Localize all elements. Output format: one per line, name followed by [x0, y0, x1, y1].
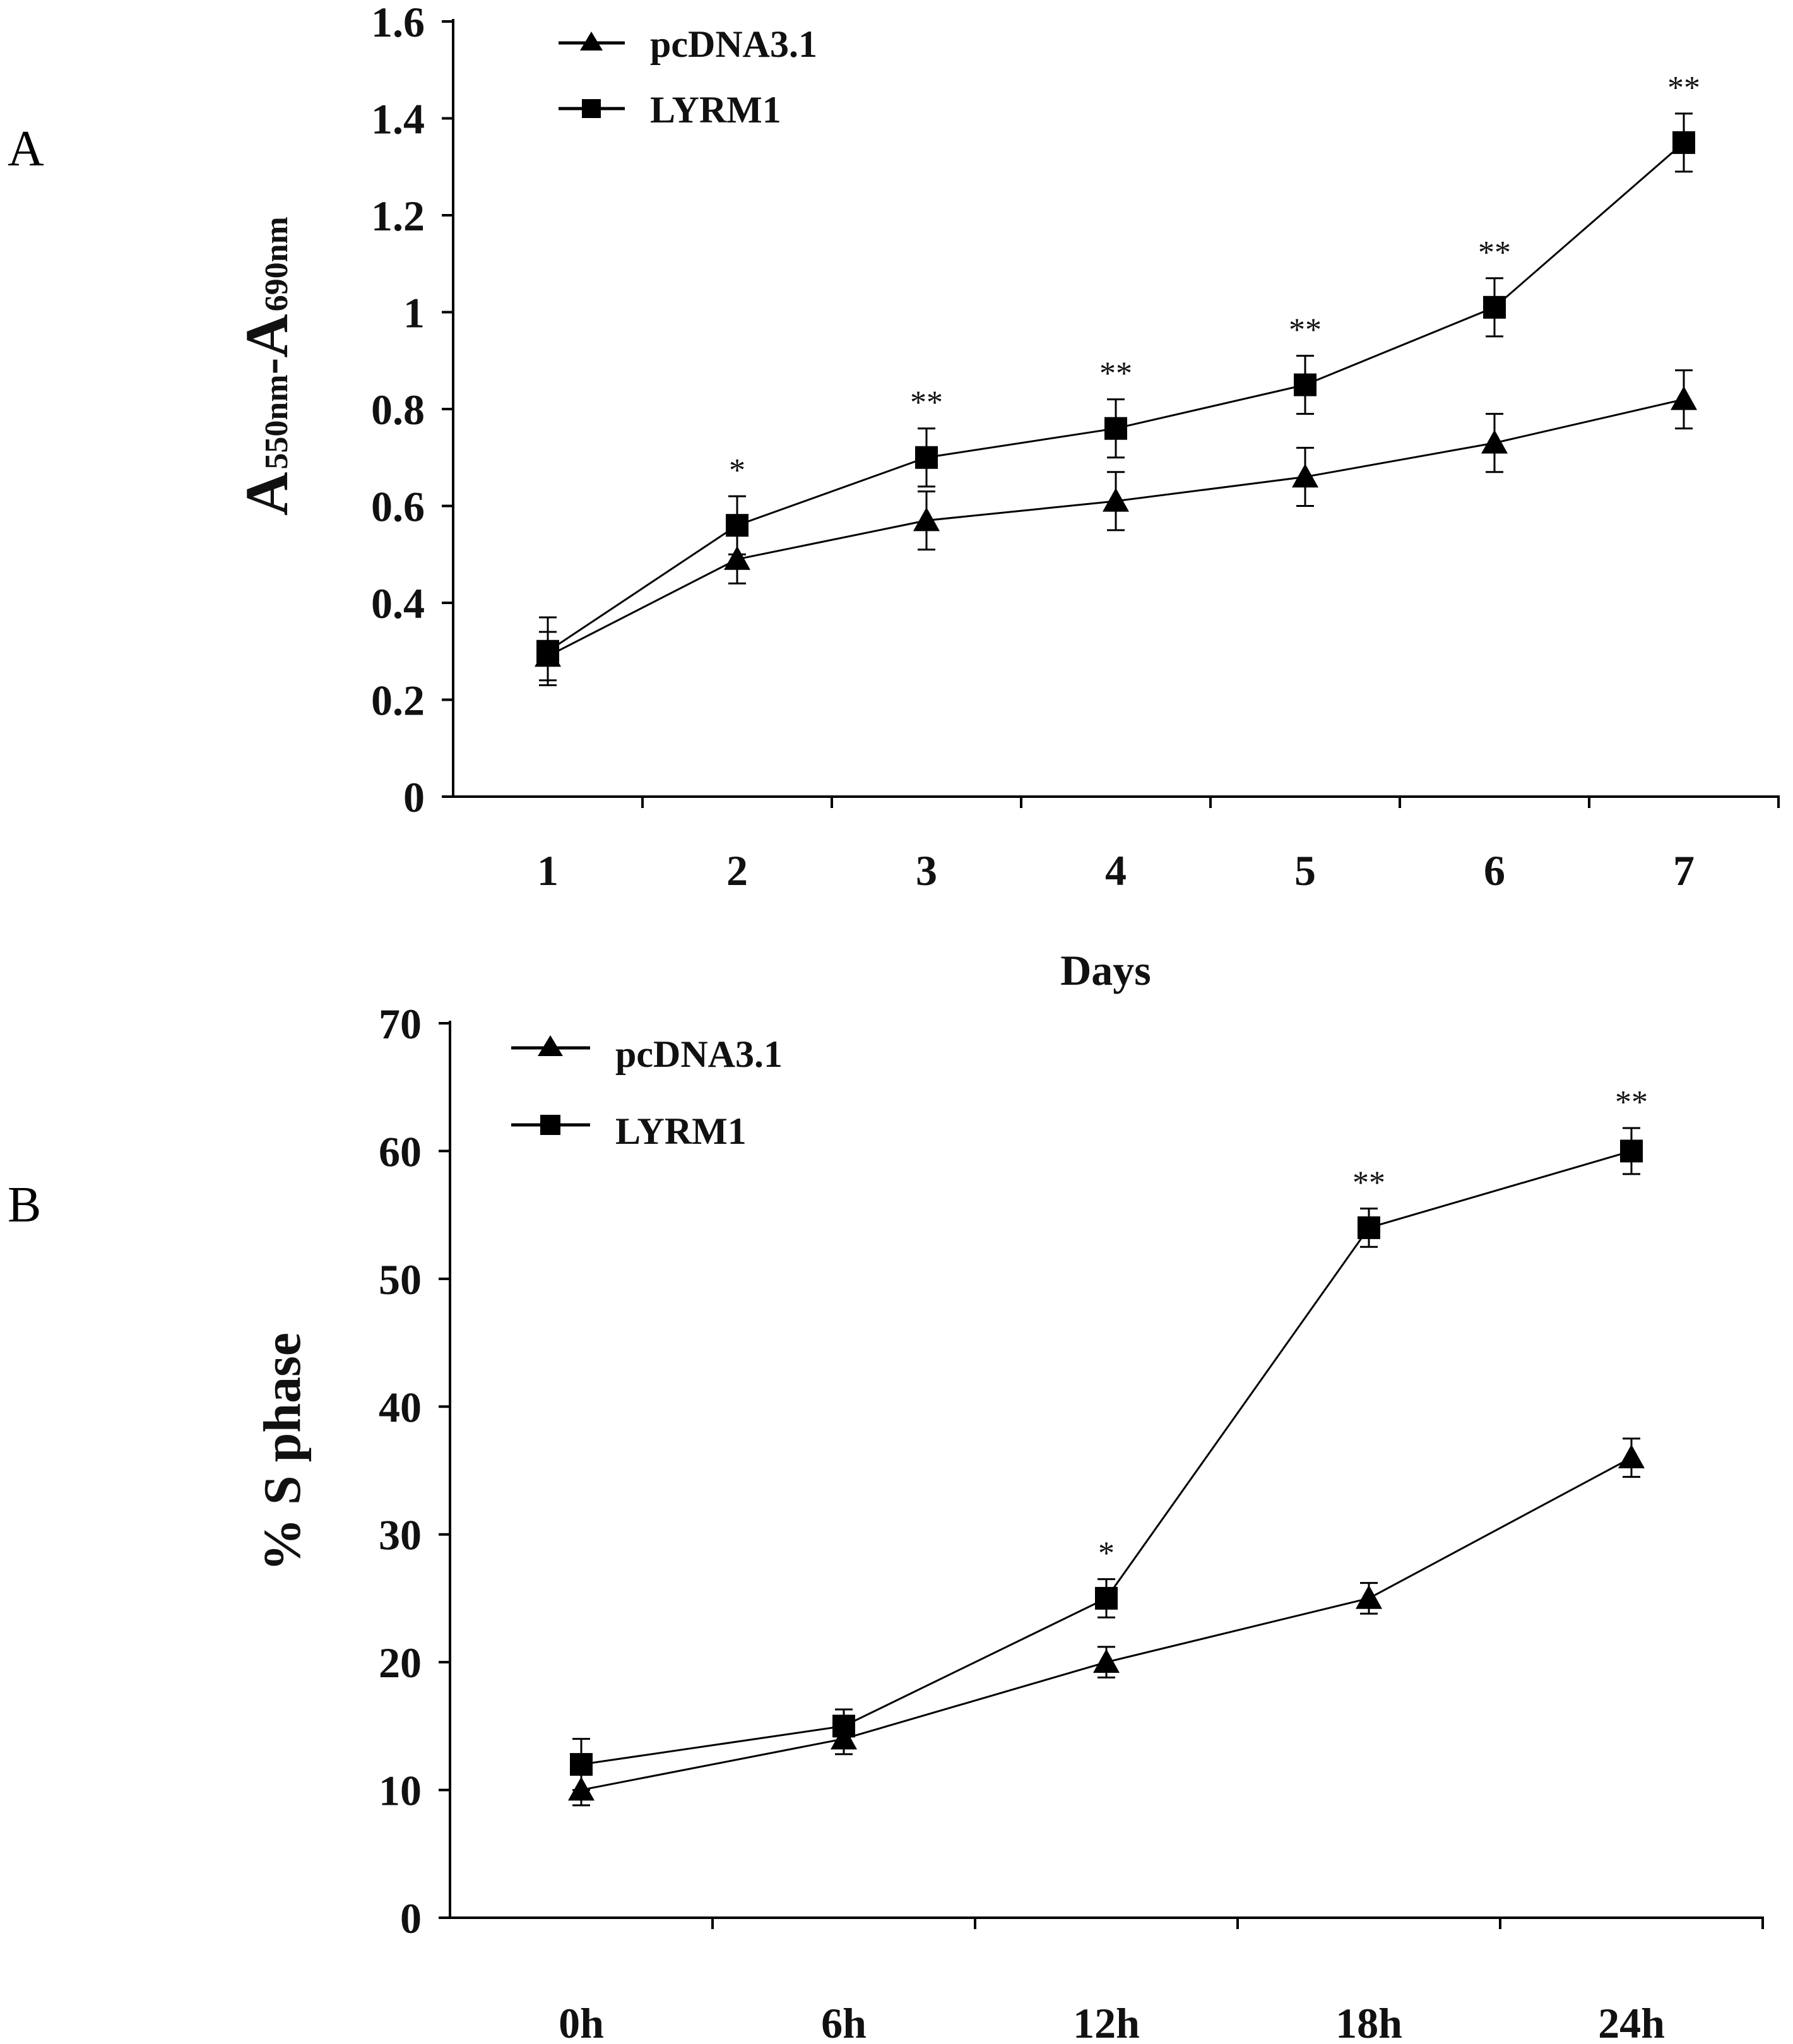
chart-a-significance-mark: ** — [1478, 235, 1511, 271]
chart-b-y-tick-label: 50 — [379, 1256, 422, 1304]
chart-a-x-tick-label: 7 — [1673, 847, 1695, 894]
chart-a-y-tick-label: 1.2 — [371, 192, 425, 240]
chart-a-point-square — [1104, 417, 1127, 440]
chart-a-x-tick-label: 6 — [1484, 847, 1505, 894]
chart-a-point-triangle — [1671, 386, 1697, 410]
chart-b-point-triangle — [1618, 1444, 1645, 1469]
chart-b-x-tick-label: 12h — [1073, 1999, 1140, 2044]
chart-b-y-tick-label: 0 — [400, 1894, 422, 1942]
chart-a-point-triangle — [1481, 429, 1508, 454]
chart-a-y-tick-label: 0.8 — [371, 386, 425, 434]
chart-a-point-square — [1483, 295, 1506, 319]
chart-a-x-tick-label: 4 — [1105, 847, 1127, 894]
chart-b-y-tick-label: 20 — [379, 1639, 422, 1687]
chart-b-point-square — [1620, 1139, 1643, 1163]
chart-a-y-tick-label: 1.6 — [371, 0, 425, 46]
chart-a-legend-label-lyrm1: LYRM1 — [650, 89, 781, 131]
chart-a-legend-triangle-marker — [580, 32, 603, 51]
chart-a-point-triangle — [724, 545, 750, 570]
chart-a-point-square — [915, 446, 938, 469]
chart-b: % S phase pcDNA3.1 LYRM1 0 10 20 30 40 50 60 70… — [253, 1000, 1764, 2044]
chart-a-legend-label-pcdna: pcDNA3.1 — [650, 23, 817, 65]
chart-a-point-square — [726, 514, 749, 537]
chart-b-point-triangle — [1093, 1649, 1120, 1673]
chart-a-y-axis-title: A550nm-A690nm — [233, 217, 300, 516]
chart-b-point-square — [1358, 1216, 1380, 1239]
chart-a-x-axis-title: Days — [1060, 946, 1151, 994]
chart-a-ylabel-main1: A — [233, 472, 300, 516]
chart-a-point-square — [1672, 131, 1695, 154]
chart-a-point-triangle — [1292, 463, 1318, 488]
chart-a-significance-mark: ** — [1667, 70, 1700, 106]
chart-b-x-tick-label: 0h — [559, 1999, 604, 2044]
chart-b-series-line — [581, 1456, 1632, 1791]
chart-a-point-square — [1294, 373, 1317, 396]
chart-b-legend-square-marker — [540, 1115, 560, 1135]
chart-a-point-triangle — [1103, 487, 1129, 512]
chart-b-y-tick-label: 40 — [379, 1383, 422, 1431]
chart-b-significance-mark: ** — [1615, 1084, 1648, 1120]
panel-label-a: A — [8, 121, 44, 177]
chart-b-legend: pcDNA3.1 LYRM1 — [511, 1033, 783, 1152]
chart-a-x-tick-label: 3 — [916, 847, 937, 894]
chart-a-x-tick-label: 1 — [537, 847, 559, 894]
chart-b-point-square — [570, 1753, 593, 1776]
chart-b-x-tick-label: 18h — [1335, 1999, 1402, 2044]
chart-b-legend-triangle-marker — [538, 1035, 563, 1056]
chart-a-point-triangle — [913, 507, 940, 532]
chart-b-point-square — [1095, 1586, 1118, 1610]
chart-a-ylabel-main2: A — [233, 314, 300, 357]
chart-b-point-triangle — [1356, 1584, 1382, 1609]
chart-b-legend-label-lyrm1: LYRM1 — [615, 1110, 747, 1152]
chart-a-ylabel-dash: - — [243, 358, 299, 375]
chart-b-legend-label-pcdna: pcDNA3.1 — [615, 1033, 783, 1075]
chart-a-x-tick-label: 5 — [1294, 847, 1316, 894]
chart-a-significance-mark: ** — [1099, 356, 1132, 392]
chart-a-y-tick-label: 0.2 — [371, 677, 425, 725]
chart-a-significance-mark: * — [729, 453, 745, 489]
panel-label-b: B — [8, 1177, 41, 1233]
chart-b-y-tick-label: 60 — [379, 1127, 422, 1175]
chart-a-ylabel-sub2: 690nm — [259, 217, 295, 311]
chart-a-y-tick-label: 0.4 — [371, 579, 425, 627]
chart-b-y-tick-label: 10 — [379, 1767, 422, 1815]
chart-a-x-tick-label: 2 — [726, 847, 748, 894]
chart-b-point-square — [832, 1714, 855, 1738]
chart-b-x-tick-label: 24h — [1598, 1999, 1665, 2044]
chart-a-series-line — [547, 141, 1684, 652]
chart-a-significance-mark: ** — [1289, 312, 1322, 348]
chart-a-legend: pcDNA3.1 LYRM1 — [559, 23, 817, 131]
chart-a-legend-square-marker — [582, 99, 601, 118]
chart-b-significance-mark: ** — [1352, 1165, 1385, 1201]
chart-a-y-tick-label: 0 — [403, 773, 425, 821]
chart-a-significance-mark: ** — [910, 385, 943, 421]
chart-b-y-axis-title: % S phase — [253, 1333, 312, 1571]
chart-a-y-tick-label: 1.4 — [371, 95, 425, 143]
chart-a: A550nm-A690nm Days pcDNA3.1 LYRM1 00.20.… — [233, 0, 1780, 994]
chart-a-y-tick-label: 1 — [403, 289, 425, 337]
chart-b-x-tick-label: 6h — [821, 1999, 867, 2044]
chart-b-y-tick-label: 70 — [379, 1000, 422, 1048]
chart-b-significance-mark: * — [1098, 1536, 1115, 1572]
chart-b-y-tick-label: 30 — [379, 1511, 422, 1559]
chart-a-y-tick-label: 0.6 — [371, 483, 425, 531]
chart-a-ylabel-sub1: 550nm — [259, 374, 295, 469]
chart-a-point-square — [536, 639, 559, 663]
